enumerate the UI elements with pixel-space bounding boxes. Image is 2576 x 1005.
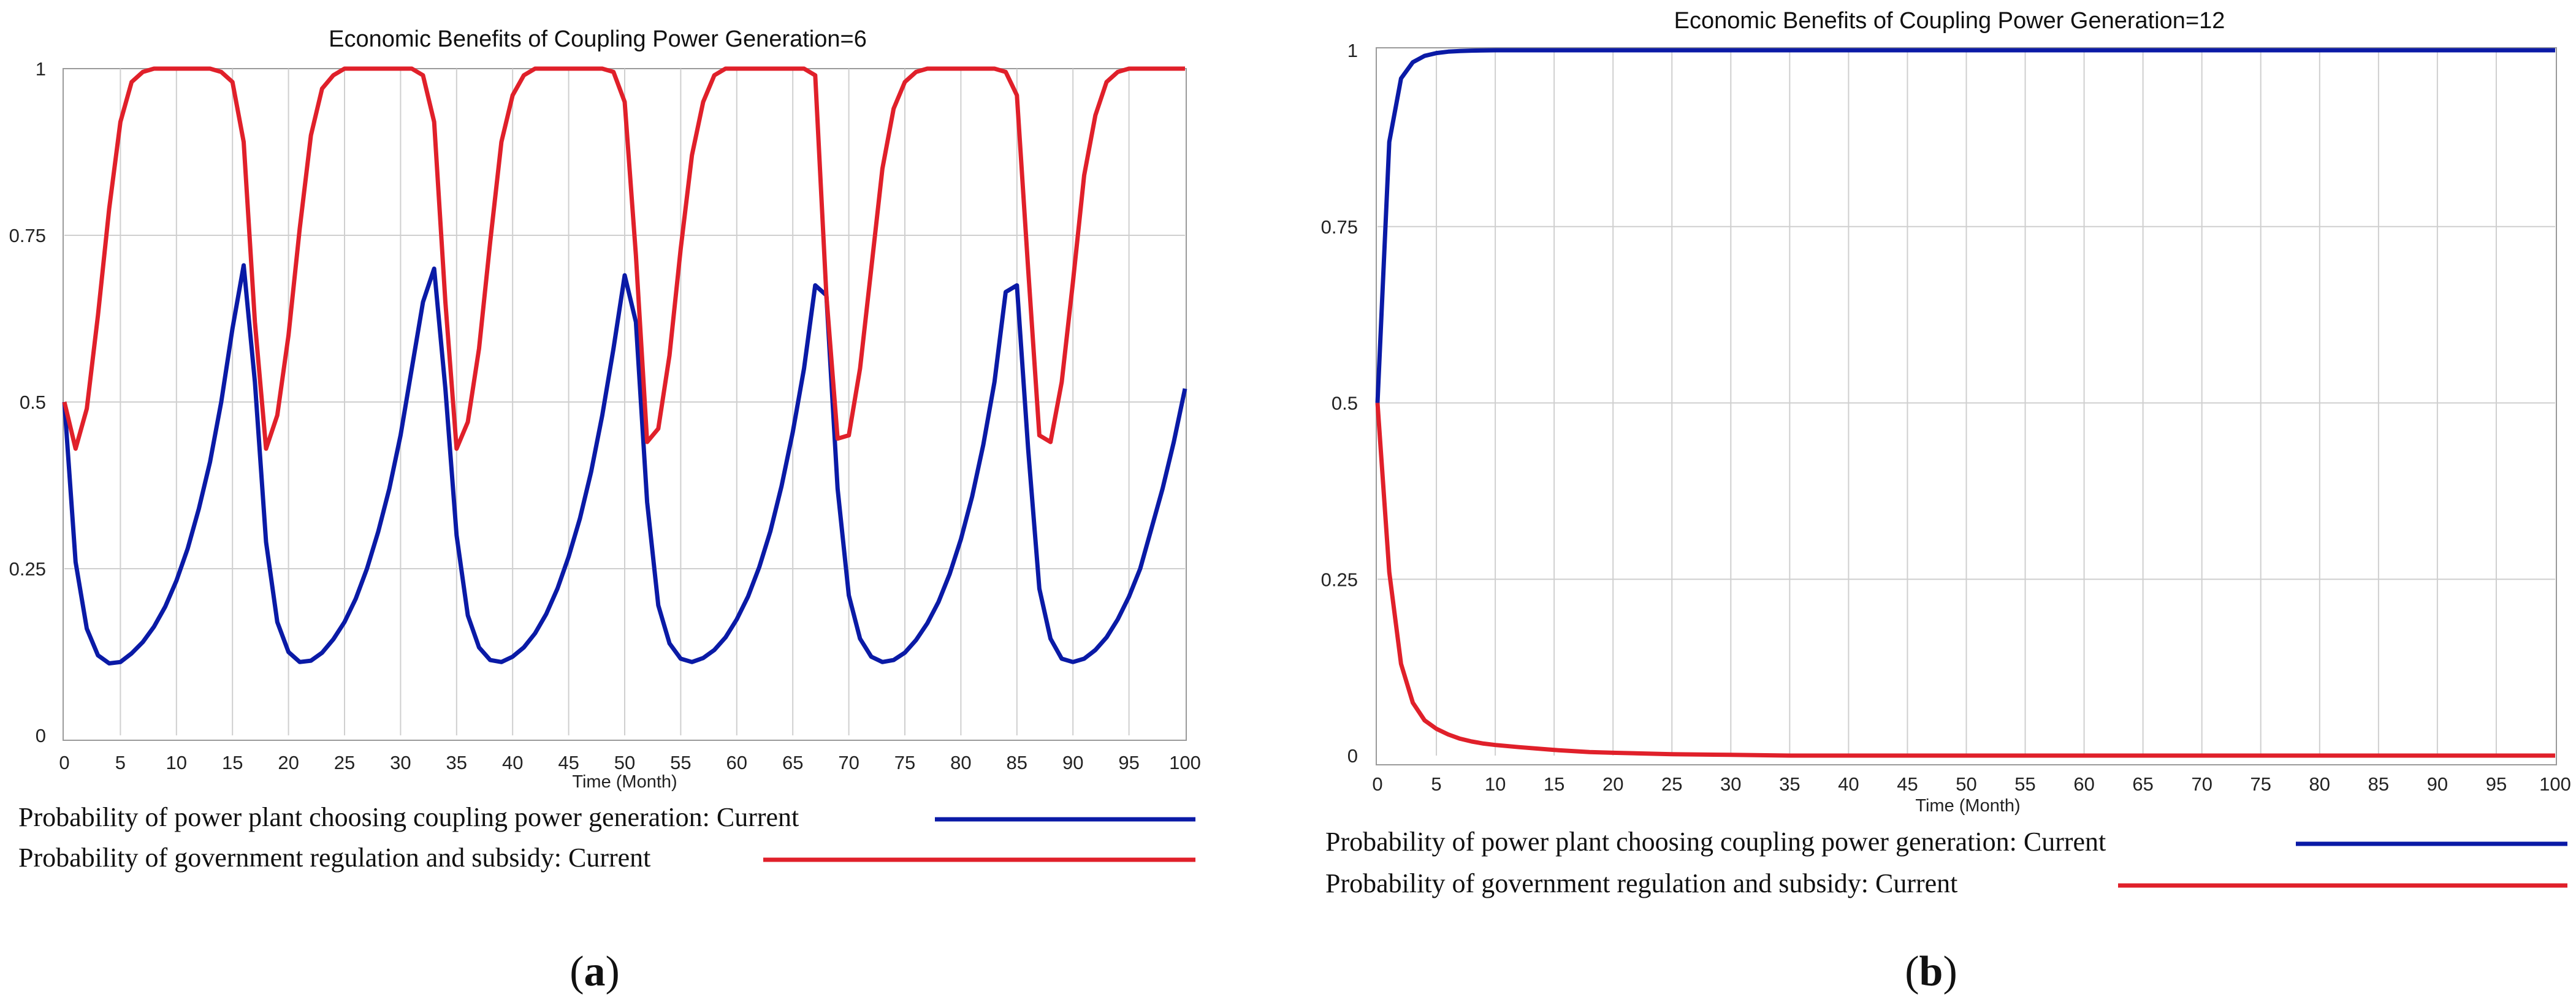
chart-b-x-tick-label: 0	[1372, 773, 1382, 795]
chart-b-x-tick-label: 65	[2132, 773, 2153, 795]
chart-a-x-tick-label: 80	[950, 752, 971, 773]
chart-b-y-tick-label: 0	[1347, 745, 1358, 767]
chart-a-x-tick-label: 35	[446, 752, 467, 773]
chart-b-y-tick-label: 0.75	[1321, 216, 1358, 238]
chart-a-x-tick-label: 55	[670, 752, 691, 773]
chart-b-legend-entry-2-label: Probability of government regulation and…	[1325, 868, 1957, 898]
chart-b-y-tick-label: 0.25	[1321, 569, 1358, 590]
chart-b-x-tick-label: 20	[1602, 773, 1623, 795]
chart-b-x-tick-label: 80	[2309, 773, 2330, 795]
chart-a-x-tick-label: 65	[782, 752, 803, 773]
chart-a-x-tick-label: 20	[278, 752, 299, 773]
chart-a-title: Economic Benefits of Coupling Power Gene…	[329, 26, 867, 52]
chart-a-x-tick-label: 100	[1169, 752, 1201, 773]
chart-a-x-tick-label: 45	[558, 752, 579, 773]
chart-b-x-tick-label: 50	[1956, 773, 1976, 795]
chart-b-panel-label: (b)	[1905, 948, 1957, 995]
chart-b-x-tick-label: 15	[1544, 773, 1564, 795]
chart-a-x-tick-label: 10	[166, 752, 187, 773]
chart-a-legend: Probability of power plant choosing coup…	[18, 802, 1195, 873]
chart-a-series	[62, 66, 1187, 666]
chart-b-y-tick-label: 0.5	[1332, 393, 1358, 414]
chart-a-x-tick-label: 15	[222, 752, 243, 773]
chart-b-x-tick-label: 95	[2486, 773, 2507, 795]
chart-b-x-tick-label: 25	[1661, 773, 1682, 795]
chart-a-legend-entry-2-label: Probability of government regulation and…	[18, 843, 650, 873]
chart-b-x-tick-label: 40	[1838, 773, 1859, 795]
chart-a-legend-entry-1-label: Probability of power plant choosing coup…	[18, 802, 799, 832]
chart-b-x-tick-label: 75	[2250, 773, 2271, 795]
chart-b-x-tick-label: 60	[2073, 773, 2094, 795]
chart-a-y-tick-label: 0.5	[20, 392, 46, 413]
chart-b-x-tick-label: 85	[2368, 773, 2389, 795]
chart-a-series-line-1	[62, 263, 1187, 666]
chart-a-x-tick-label: 60	[726, 752, 747, 773]
chart-a-panel-label: (a)	[570, 948, 620, 995]
chart-a-x-tick-label: 40	[502, 752, 523, 773]
chart-a-x-tick-label: 0	[59, 752, 69, 773]
chart-a-y-tick-label: 0	[36, 725, 46, 746]
chart-a-y-axis: 0 0.25 0.5 0.75 1	[9, 58, 46, 746]
chart-b-x-axis-label: Time (Month)	[1915, 796, 2020, 816]
chart-b-series	[1375, 48, 2555, 758]
chart-b-x-tick-label: 100	[2539, 773, 2571, 795]
chart-b-x-tick-label: 5	[1431, 773, 1441, 795]
chart-a-x-axis-label: Time (Month)	[572, 772, 677, 792]
chart-b-x-tick-label: 45	[1897, 773, 1918, 795]
chart-a-series-line-2	[62, 66, 1185, 451]
chart-a-y-tick-label: 0.25	[9, 558, 46, 580]
chart-a-x-tick-label: 95	[1118, 752, 1139, 773]
chart-b-x-tick-label: 35	[1779, 773, 1800, 795]
chart-a-x-tick-label: 30	[390, 752, 411, 773]
chart-b-x-tick-label: 10	[1485, 773, 1506, 795]
chart-b-x-axis: 0 5 10 15 20 25 30 35 40 45 50 55 60 65 70 75 80 85 90 95 10…	[1372, 773, 2570, 795]
chart-b-series-line-1	[1375, 48, 2555, 403]
chart-b-gridlines	[1378, 50, 2555, 756]
chart-a-x-axis: 0 5 10 15 20 25 30 35 40 45 50 55 60 65 70 75 80 85 90 95 10…	[59, 752, 1200, 773]
chart-b-y-tick-label: 1	[1347, 40, 1358, 61]
chart-b-title: Economic Benefits of Coupling Power Gene…	[1674, 8, 2225, 34]
chart-b-y-axis: 0 0.25 0.5 0.75 1	[1321, 40, 1358, 767]
chart-b-x-tick-label: 55	[2014, 773, 2035, 795]
chart-a-gridlines	[64, 69, 1185, 735]
chart-b-x-tick-label: 90	[2427, 773, 2448, 795]
chart-a-x-tick-label: 70	[838, 752, 859, 773]
chart-b-x-tick-label: 70	[2191, 773, 2212, 795]
chart-a-x-tick-label: 85	[1007, 752, 1027, 773]
chart-a-x-tick-label: 75	[894, 752, 915, 773]
chart-a-x-tick-label: 25	[334, 752, 355, 773]
chart-b-legend-entry-1-label: Probability of power plant choosing coup…	[1325, 827, 2106, 857]
chart-b-series-line-2	[1375, 403, 2555, 758]
chart-b-x-tick-label: 30	[1720, 773, 1741, 795]
chart-a-x-tick-label: 50	[614, 752, 635, 773]
chart-a-x-tick-label: 5	[115, 752, 126, 773]
chart-a-y-tick-label: 1	[36, 58, 46, 80]
chart-a: Economic Benefits of Coupling Power Gene…	[9, 26, 1201, 995]
chart-a-y-tick-label: 0.75	[9, 225, 46, 246]
chart-b: Economic Benefits of Coupling Power Gene…	[1321, 8, 2571, 995]
chart-b-legend: Probability of power plant choosing coup…	[1325, 827, 2567, 898]
chart-a-x-tick-label: 90	[1062, 752, 1083, 773]
